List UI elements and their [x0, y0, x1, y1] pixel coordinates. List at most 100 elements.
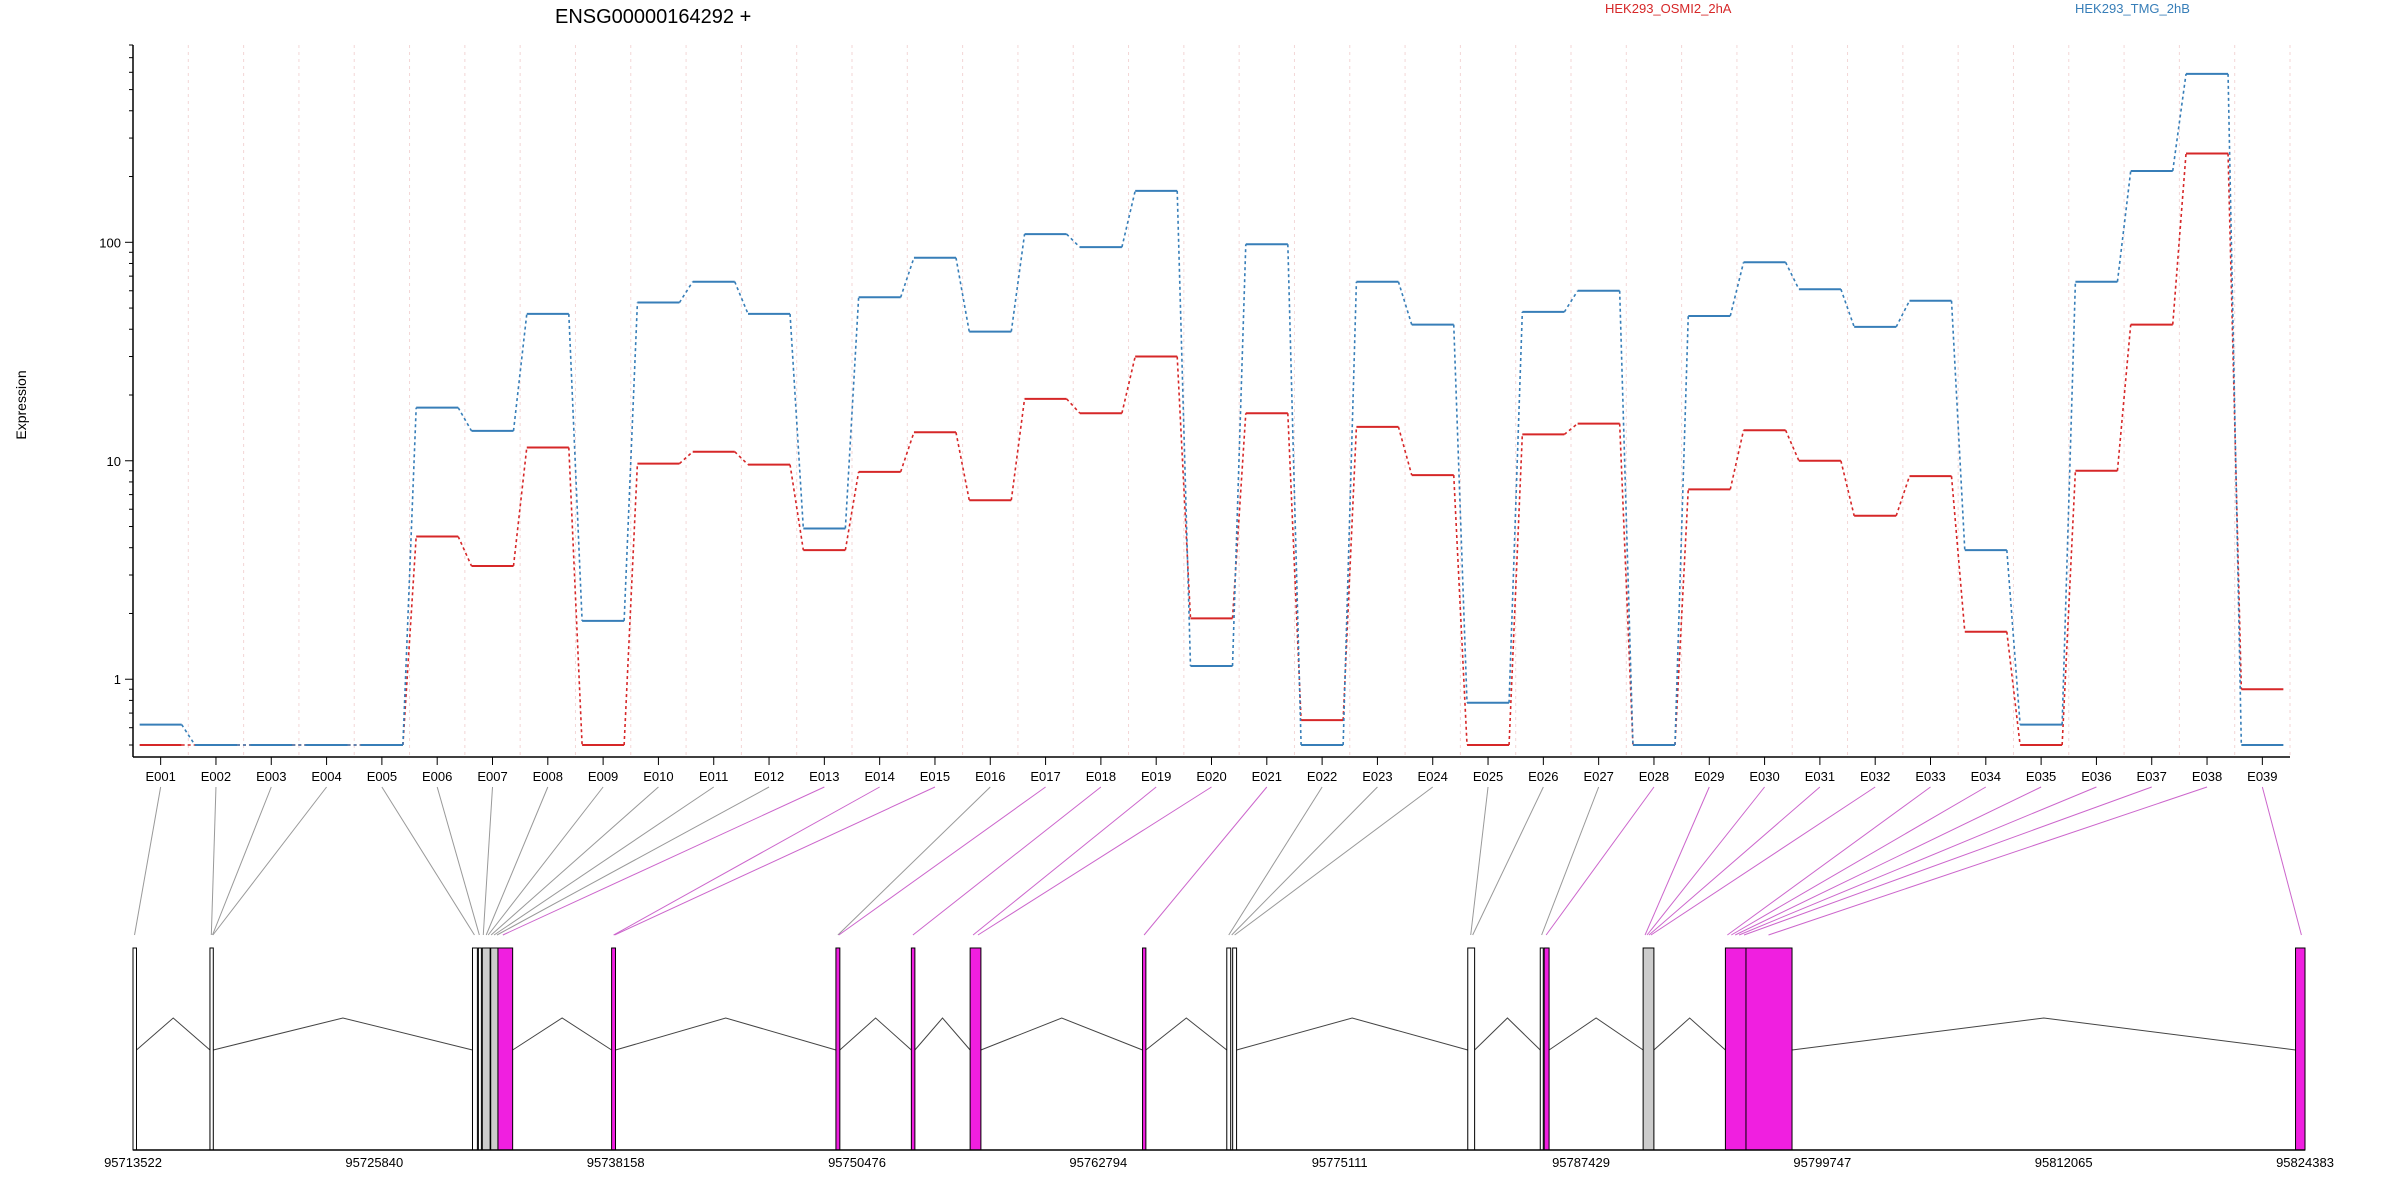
series-connector	[512, 447, 528, 567]
link-e018	[912, 786, 1102, 936]
series-connector	[1397, 281, 1413, 325]
link-e035	[1734, 786, 2042, 936]
link-e004	[212, 786, 327, 936]
exon-label-e018: E018	[1086, 769, 1116, 784]
link-e019	[972, 786, 1157, 936]
intron	[1145, 1017, 1228, 1051]
exon-label-e006: E006	[422, 769, 452, 784]
series-connector	[1121, 356, 1136, 414]
exon-label-e024: E024	[1418, 769, 1448, 784]
link-e007	[482, 786, 493, 936]
gene-model-track	[132, 947, 2306, 1151]
exon-block	[1745, 947, 1793, 1151]
series-connector	[1840, 288, 1855, 328]
y-axis-label: Expression	[13, 370, 29, 439]
link-e003	[212, 786, 272, 936]
exon-label-e016: E016	[975, 769, 1005, 784]
series-connector	[2171, 153, 2187, 325]
intron	[213, 1017, 473, 1051]
exon-block	[611, 947, 617, 1151]
series-connector	[402, 536, 417, 746]
intron	[1548, 1017, 1644, 1051]
exon-block	[1226, 947, 1232, 1151]
link-e021	[1143, 786, 1268, 936]
link-e002	[210, 786, 217, 936]
exon-label-e029: E029	[1694, 769, 1724, 784]
series-connector	[1950, 476, 1966, 632]
link-e025	[1470, 786, 1489, 936]
exon-label-e023: E023	[1362, 769, 1392, 784]
series-connector	[1176, 190, 1192, 666]
series-connector	[457, 536, 473, 567]
exon-label-e020: E020	[1196, 769, 1226, 784]
y-tick-label: 1	[114, 672, 121, 687]
exon-block	[471, 947, 478, 1151]
intron	[136, 1017, 211, 1051]
exon-label-e034: E034	[1971, 769, 2001, 784]
series-connector	[1508, 311, 1524, 703]
exon-block	[969, 947, 982, 1151]
exon-label-e010: E010	[643, 769, 673, 784]
series-connector	[2061, 281, 2077, 725]
link-e015	[614, 786, 936, 936]
series-connector	[1784, 261, 1800, 290]
intron	[615, 1017, 837, 1051]
series-connector	[2006, 631, 2021, 746]
exon-label-e003: E003	[256, 769, 286, 784]
y-tick-label: 10	[107, 454, 121, 469]
exon-label-e001: E001	[145, 769, 175, 784]
exon-label-e036: E036	[2081, 769, 2111, 784]
link-e032	[1650, 786, 1876, 936]
exon-block	[1539, 947, 1544, 1151]
exon-block	[132, 947, 137, 1151]
exon-block	[1232, 947, 1238, 1151]
legend-entry-tmg: HEK293_TMG_2hB	[2075, 1, 2190, 16]
link-e012	[496, 786, 770, 936]
link-e017	[838, 786, 1046, 936]
series-connector	[899, 432, 915, 473]
link-e006	[436, 786, 480, 936]
series-connector	[1121, 190, 1136, 248]
exon-label-e004: E004	[311, 769, 341, 784]
link-e030	[1646, 786, 1765, 936]
exon-label-e017: E017	[1030, 769, 1060, 784]
series-connector	[955, 257, 971, 332]
series-connector	[1508, 434, 1524, 746]
exon-label-e009: E009	[588, 769, 618, 784]
series-connector	[678, 451, 694, 465]
link-e024	[1234, 786, 1434, 936]
intron	[1474, 1017, 1541, 1051]
exon-block	[490, 947, 499, 1151]
exon-block	[209, 947, 214, 1151]
vertical-gridlines	[132, 45, 2291, 757]
link-e034	[1731, 786, 1987, 936]
coordinate-label: 95725840	[345, 1155, 403, 1170]
exon-label-e005: E005	[367, 769, 397, 784]
intron	[1791, 1017, 2296, 1051]
exon-label-e033: E033	[1915, 769, 1945, 784]
link-e022	[1228, 786, 1323, 936]
exon-label-e008: E008	[533, 769, 563, 784]
coordinate-label: 95738158	[587, 1155, 645, 1170]
series-connector	[2171, 73, 2187, 172]
exon-label-e027: E027	[1583, 769, 1613, 784]
exon-block	[910, 947, 916, 1151]
series-connector	[1563, 422, 1579, 436]
series-connector	[512, 313, 528, 431]
exon-label-e002: E002	[201, 769, 231, 784]
exon-block	[1543, 947, 1550, 1151]
link-e036	[1738, 786, 2097, 936]
series-connector	[2116, 170, 2132, 282]
link-e038	[1768, 786, 2208, 936]
exon-label-e028: E028	[1639, 769, 1669, 784]
exon-label-e019: E019	[1141, 769, 1171, 784]
exon-label-e015: E015	[920, 769, 950, 784]
link-e023	[1231, 786, 1378, 936]
series-connector	[1231, 244, 1247, 666]
series-connector	[2116, 324, 2132, 471]
intron	[914, 1017, 971, 1051]
series-connector	[1895, 475, 1911, 517]
series-connector	[1729, 430, 1745, 490]
series-connector	[899, 257, 915, 298]
series-connector	[1231, 413, 1247, 619]
